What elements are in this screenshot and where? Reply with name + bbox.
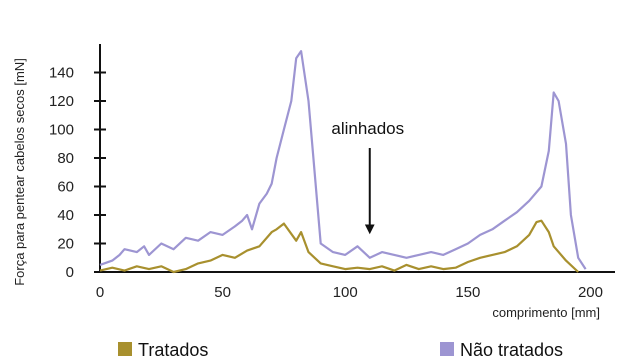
y-tick-label: 100 <box>49 122 74 139</box>
y-tick-label: 120 <box>49 93 74 110</box>
annotation-alinhados: alinhados <box>331 119 404 138</box>
y-axis-ticks: 0 20 40 60 80 100 120 140 <box>49 65 106 282</box>
x-tick-label: 200 <box>578 284 603 301</box>
y-tick-label: 60 <box>57 179 74 196</box>
x-tick-label: 50 <box>214 284 231 301</box>
y-tick-label: 140 <box>49 65 74 82</box>
legend-swatch-tratados <box>118 342 132 356</box>
series-line-tratados <box>100 221 578 272</box>
y-tick-label: 40 <box>57 207 74 224</box>
legend: Tratados Não tratados <box>118 340 563 360</box>
x-tick-label: 0 <box>96 284 104 301</box>
y-tick-label: 0 <box>66 264 74 281</box>
legend-label-nao-tratados: Não tratados <box>460 340 563 360</box>
y-tick-label: 20 <box>57 236 74 253</box>
x-axis-ticks: 0 50 100 150 200 <box>96 284 603 301</box>
y-tick-label: 80 <box>57 150 74 167</box>
y-axis-title: Força para pentear cabelos secos [mN] <box>12 58 27 286</box>
legend-label-tratados: Tratados <box>138 340 208 360</box>
series-line-nao-tratados <box>100 51 586 269</box>
x-tick-label: 150 <box>455 284 480 301</box>
x-tick-label: 100 <box>333 284 358 301</box>
x-axis-title: comprimento [mm] <box>492 305 600 320</box>
legend-swatch-nao-tratados <box>440 342 454 356</box>
